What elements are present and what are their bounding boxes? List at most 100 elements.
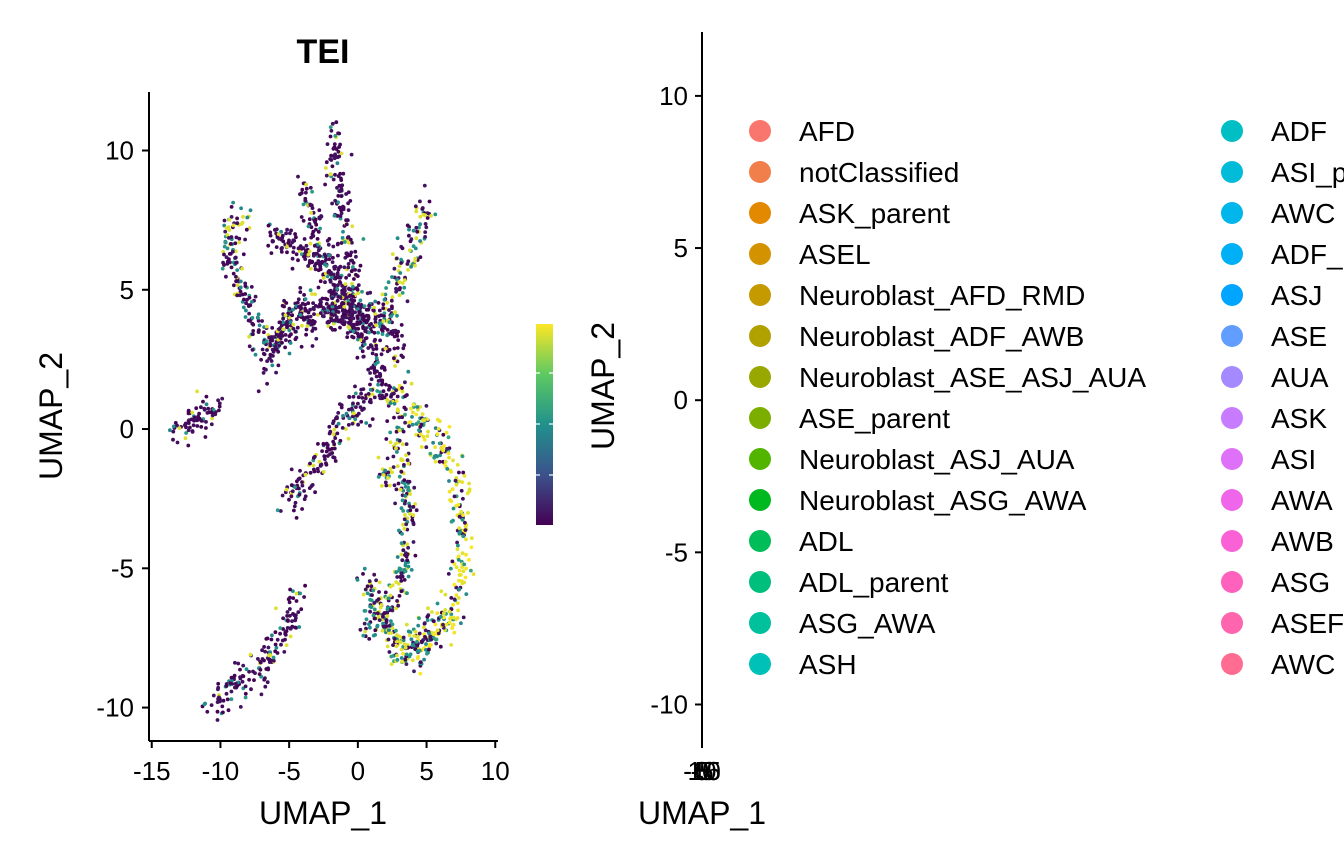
cell-point <box>251 332 255 337</box>
cell-point <box>269 359 274 363</box>
cell-point <box>332 142 337 147</box>
cell-point <box>294 317 299 321</box>
cell-point <box>238 676 243 681</box>
cell-point <box>229 697 234 702</box>
cell-point <box>175 440 180 445</box>
cell-point <box>421 212 426 217</box>
cell-point <box>374 353 379 357</box>
cell-point <box>390 608 395 613</box>
cell-point <box>367 637 372 641</box>
cell-point <box>288 231 292 236</box>
legend-swatch <box>749 653 771 675</box>
cell-point <box>330 201 334 206</box>
cell-point <box>449 615 453 620</box>
cell-point <box>362 609 367 613</box>
cell-point <box>233 681 238 686</box>
cell-point <box>386 637 391 642</box>
cell-point <box>333 152 337 157</box>
cell-point <box>308 307 312 312</box>
cell-point <box>362 318 366 322</box>
cell-point <box>362 621 367 626</box>
cell-point <box>312 320 317 324</box>
cell-point <box>266 645 271 650</box>
cell-point <box>260 319 264 323</box>
x-tick-label: -5 <box>690 756 713 786</box>
cell-point <box>377 374 382 379</box>
cell-point <box>407 233 411 238</box>
legend-label: Neuroblast_ADF_AWB <box>799 321 1084 352</box>
cell-point <box>390 252 395 256</box>
cell-point <box>259 692 264 697</box>
cell-point <box>303 472 308 477</box>
cell-point <box>407 633 412 638</box>
legend-label: AWB <box>1271 526 1334 557</box>
y-tick-label: 5 <box>674 233 688 263</box>
cell-point <box>244 227 249 232</box>
cell-point <box>346 265 351 270</box>
cell-point <box>284 338 288 342</box>
cell-point <box>450 559 455 564</box>
cell-point <box>379 484 384 488</box>
cell-point <box>310 259 315 264</box>
cell-point <box>447 479 451 483</box>
cell-point <box>411 522 416 527</box>
cell-point <box>449 566 453 571</box>
cell-point <box>444 430 449 435</box>
cell-point <box>456 608 460 613</box>
cell-point <box>355 578 360 582</box>
cell-point <box>385 644 390 649</box>
cell-point <box>277 320 282 325</box>
legend-item: Neuroblast_ASG_AWA <box>749 485 1087 516</box>
cell-point <box>396 603 401 608</box>
cell-point <box>304 186 309 191</box>
cell-point <box>402 578 407 582</box>
cell-point <box>471 572 476 576</box>
cell-point <box>186 409 191 414</box>
cell-point <box>268 650 272 654</box>
cell-point <box>296 477 301 482</box>
cell-point <box>415 640 419 644</box>
cell-point <box>377 580 382 585</box>
cell-point <box>287 328 292 333</box>
cell-point <box>402 278 407 283</box>
cell-point <box>369 377 374 382</box>
legend-label: Neuroblast_ASG_AWA <box>799 485 1087 516</box>
cell-point <box>386 476 390 480</box>
cell-point <box>397 634 401 639</box>
cell-point <box>403 657 408 662</box>
cell-point <box>406 545 410 550</box>
cell-point <box>308 470 313 475</box>
cell-point <box>336 131 340 136</box>
cell-point <box>384 286 388 290</box>
cell-point <box>238 285 243 290</box>
cell-point <box>414 209 419 214</box>
cell-point <box>321 276 326 280</box>
cell-point <box>349 305 354 310</box>
cell-point <box>284 487 289 492</box>
cell-point <box>325 297 330 302</box>
cell-point <box>402 526 407 531</box>
cell-point <box>220 704 225 709</box>
cell-point <box>427 631 431 636</box>
cell-point <box>330 304 335 309</box>
cell-point <box>336 421 341 426</box>
cell-point <box>188 425 192 430</box>
cell-point <box>202 406 207 411</box>
cell-point <box>404 622 409 627</box>
cell-point <box>314 227 318 232</box>
cell-point <box>344 411 349 416</box>
cell-point <box>469 545 474 550</box>
legend-swatch <box>1221 284 1243 306</box>
cell-point <box>392 275 397 280</box>
legend-swatch <box>749 571 771 593</box>
cell-point <box>410 658 415 663</box>
cell-point <box>311 229 316 234</box>
cell-point <box>288 626 293 631</box>
cell-point <box>443 608 448 612</box>
cell-point <box>338 275 343 280</box>
cell-point <box>452 562 457 566</box>
cell-point <box>276 363 281 368</box>
cell-point <box>327 424 332 429</box>
cell-point <box>461 615 466 620</box>
